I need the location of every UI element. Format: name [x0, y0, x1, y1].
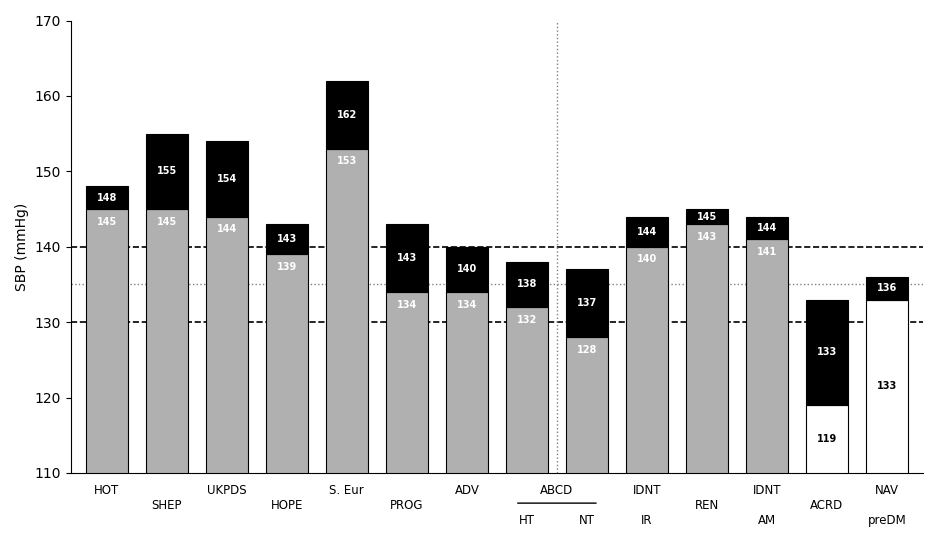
Text: 140: 140 [637, 254, 657, 264]
Text: 145: 145 [157, 217, 177, 226]
Text: IDNT: IDNT [752, 484, 781, 497]
Bar [205, 141, 248, 217]
Bar [85, 186, 128, 209]
Bar [866, 277, 908, 300]
Bar [446, 292, 488, 473]
Text: 138: 138 [517, 279, 537, 289]
Text: 134: 134 [397, 300, 417, 309]
Bar [85, 209, 128, 473]
Bar [386, 292, 428, 473]
Text: 137: 137 [577, 298, 598, 308]
Text: 162: 162 [337, 110, 357, 120]
Bar [806, 300, 848, 405]
Bar [746, 239, 788, 473]
Text: ACRD: ACRD [810, 499, 843, 513]
Text: ABCD: ABCD [540, 484, 573, 497]
Text: ADV: ADV [454, 484, 479, 497]
Text: 139: 139 [277, 262, 297, 272]
Text: 148: 148 [97, 193, 117, 203]
Bar [386, 224, 428, 292]
Bar [205, 217, 248, 473]
Text: S. Eur: S. Eur [329, 484, 364, 497]
Text: 128: 128 [577, 345, 598, 355]
Bar [446, 247, 488, 292]
Text: preDM: preDM [868, 514, 906, 528]
Bar [686, 209, 728, 224]
Bar [325, 149, 368, 473]
Text: REN: REN [695, 499, 719, 513]
Text: IR: IR [642, 514, 653, 528]
Text: 143: 143 [397, 253, 417, 263]
Text: NAV: NAV [875, 484, 899, 497]
Bar [265, 224, 308, 254]
Bar [806, 405, 848, 473]
Bar [566, 270, 608, 337]
Text: SHEP: SHEP [152, 499, 182, 513]
Bar [325, 81, 368, 149]
Text: IDNT: IDNT [632, 484, 661, 497]
Text: HOT: HOT [94, 484, 119, 497]
Bar [566, 337, 608, 473]
Bar [145, 134, 188, 209]
Text: 133: 133 [817, 347, 837, 357]
Text: 144: 144 [217, 224, 237, 234]
Text: HT: HT [519, 514, 535, 528]
Text: UKPDS: UKPDS [207, 484, 247, 497]
Bar [506, 262, 548, 307]
Bar [265, 254, 308, 473]
Text: 132: 132 [517, 315, 537, 324]
Text: NT: NT [579, 514, 595, 528]
Text: HOPE: HOPE [271, 499, 303, 513]
Text: PROG: PROG [390, 499, 424, 513]
Bar [866, 300, 908, 473]
Text: 133: 133 [877, 381, 897, 391]
Bar [746, 217, 788, 239]
Bar [506, 307, 548, 473]
Text: 153: 153 [337, 156, 357, 166]
Bar [145, 209, 188, 473]
Text: 143: 143 [277, 234, 297, 244]
Text: 143: 143 [697, 232, 717, 241]
Text: 141: 141 [757, 247, 777, 257]
Text: 119: 119 [817, 434, 837, 444]
Bar [626, 217, 668, 247]
Text: 144: 144 [637, 226, 657, 237]
Text: 155: 155 [157, 167, 177, 176]
Text: 134: 134 [457, 300, 477, 309]
Text: 145: 145 [97, 217, 117, 226]
Text: 144: 144 [757, 223, 777, 233]
Text: AM: AM [758, 514, 776, 528]
Text: 154: 154 [217, 174, 237, 184]
Text: 136: 136 [877, 283, 897, 293]
Text: 140: 140 [457, 264, 477, 274]
Bar [686, 224, 728, 473]
Text: 145: 145 [697, 212, 717, 222]
Y-axis label: SBP (mmHg): SBP (mmHg) [15, 203, 29, 291]
Bar [626, 247, 668, 473]
